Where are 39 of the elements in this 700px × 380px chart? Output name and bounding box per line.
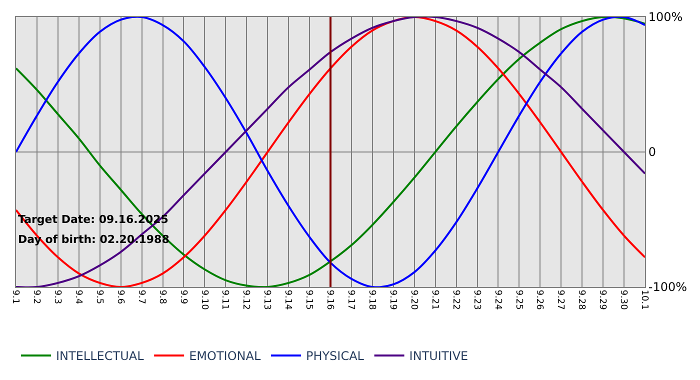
y-tick-label: 0 <box>648 145 656 160</box>
x-tick-label: 9.2 <box>31 290 42 304</box>
x-tick-label: 9.18 <box>366 290 377 310</box>
x-tick-label: 9.17 <box>346 290 356 310</box>
x-tick-label: 9.16 <box>324 290 335 310</box>
x-tick-label: 9.12 <box>240 290 251 310</box>
x-tick-label: 10.1 <box>639 290 650 310</box>
x-tick-label: 9.15 <box>304 290 314 310</box>
x-tick-label: 9.7 <box>136 290 146 304</box>
x-tick-label: 9.25 <box>513 290 524 310</box>
line-series <box>16 17 645 287</box>
x-tick-label: 9.11 <box>220 290 230 310</box>
x-tick-label: 9.1 <box>10 290 20 304</box>
x-tick-label: 9.26 <box>534 290 544 310</box>
x-tick-label: 9.24 <box>492 290 502 310</box>
x-tick-label: 9.23 <box>471 290 482 310</box>
x-tick-label: 9.9 <box>178 290 188 304</box>
x-tick-label: 9.6 <box>114 290 125 304</box>
x-tick-label: 9.28 <box>576 290 586 310</box>
x-tick-label: 9.3 <box>52 290 62 304</box>
legend-label: INTUITIVE <box>409 349 468 364</box>
x-tick-label: 9.29 <box>597 290 608 310</box>
x-tick-label: 9.21 <box>429 290 440 310</box>
x-tick-label: 9.13 <box>262 290 272 310</box>
x-tick-label: 9.8 <box>156 290 167 304</box>
x-tick-label: 9.4 <box>72 290 83 304</box>
y-tick-label: -100% <box>648 280 688 294</box>
x-tick-label: 9.10 <box>198 290 209 310</box>
x-tick-label: 9.5 <box>94 290 104 304</box>
x-tick-label: 9.22 <box>450 290 460 310</box>
x-tick-label: 9.20 <box>408 290 418 310</box>
x-tick-label: 9.14 <box>282 290 293 310</box>
x-tick-label: 9.19 <box>387 290 398 310</box>
legend-label: EMOTIONAL <box>189 349 261 364</box>
x-tick-label: 9.27 <box>555 290 566 310</box>
y-tick-label: 100% <box>648 10 683 24</box>
legend-label: PHYSICAL <box>306 349 364 364</box>
legend-label: INTELLECTUAL <box>56 349 144 364</box>
x-tick-label: 9.30 <box>618 290 628 310</box>
